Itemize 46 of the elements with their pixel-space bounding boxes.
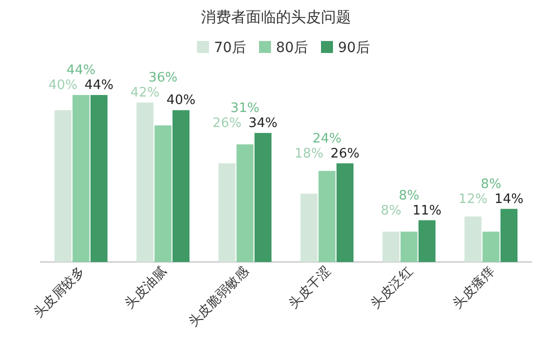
bar <box>136 102 154 262</box>
data-label: 24% <box>312 131 342 146</box>
x-tick-label: 头皮泛红 <box>368 264 416 312</box>
legend-label: 80后 <box>276 40 308 56</box>
bar <box>54 110 72 262</box>
bar <box>382 232 400 262</box>
bar <box>154 125 172 262</box>
data-label: 26% <box>212 116 242 131</box>
x-tick-label: 头皮油腻 <box>122 264 170 312</box>
legend-label: 70后 <box>214 40 246 56</box>
data-label: 31% <box>230 100 260 116</box>
data-label: 18% <box>294 146 324 162</box>
data-label: 8% <box>398 188 420 204</box>
bar <box>464 216 482 262</box>
x-tick-label: 头皮屑较多 <box>31 264 88 321</box>
x-tick-label: 头皮脆弱敏感 <box>186 264 252 330</box>
bar <box>172 110 190 262</box>
bar <box>90 95 108 262</box>
data-label: 44% <box>84 78 114 93</box>
bar <box>482 232 500 262</box>
data-label: 40% <box>166 93 196 108</box>
chart-title: 消费者面临的头皮问题 <box>201 8 351 26</box>
bar <box>72 95 90 262</box>
bar <box>318 170 336 262</box>
x-tick-label: 头皮干涩 <box>286 264 334 312</box>
bar <box>218 163 236 262</box>
legend-label: 90后 <box>338 40 370 56</box>
data-label: 42% <box>130 86 160 101</box>
bar <box>336 163 354 262</box>
data-label: 14% <box>494 192 524 207</box>
bar <box>400 232 418 262</box>
data-label: 11% <box>412 203 442 218</box>
data-label: 12% <box>458 192 488 207</box>
bar <box>500 208 518 262</box>
data-label: 8% <box>480 176 502 192</box>
bar <box>300 194 318 262</box>
x-tick-label: 头皮瘙痒 <box>450 264 498 312</box>
data-label: 36% <box>148 70 178 86</box>
data-label: 8% <box>380 203 402 218</box>
data-label: 44% <box>66 63 96 78</box>
data-label: 26% <box>330 146 360 162</box>
bar <box>254 132 272 262</box>
bar <box>236 144 254 262</box>
bar <box>418 220 436 262</box>
data-label: 40% <box>48 78 78 93</box>
data-label: 34% <box>248 116 278 131</box>
